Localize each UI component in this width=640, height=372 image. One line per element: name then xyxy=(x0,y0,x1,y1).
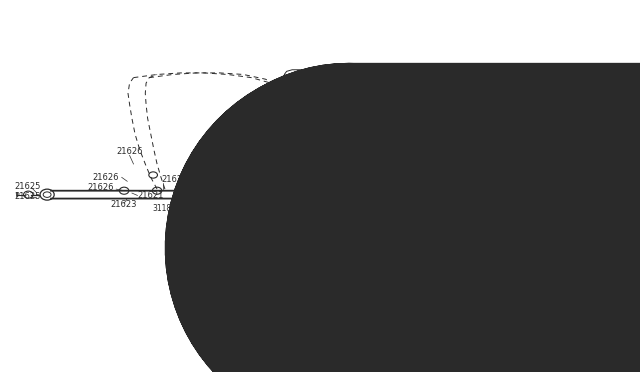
Text: 31020: 31020 xyxy=(385,76,411,85)
Text: 21623: 21623 xyxy=(110,201,136,209)
Text: 21625: 21625 xyxy=(14,182,40,190)
Text: (21631+A): (21631+A) xyxy=(355,239,394,246)
Text: 21626: 21626 xyxy=(116,147,143,156)
Text: SEC214: SEC214 xyxy=(355,230,384,239)
Text: ( 1): ( 1) xyxy=(264,160,276,167)
Text: 31181E: 31181E xyxy=(188,206,216,216)
Text: ( 1): ( 1) xyxy=(229,228,241,234)
Text: ( 1): ( 1) xyxy=(297,214,309,220)
Text: 21647: 21647 xyxy=(239,178,266,187)
Text: °08146-6122G: °08146-6122G xyxy=(294,189,346,195)
Text: 21647: 21647 xyxy=(190,175,216,184)
Text: 21647: 21647 xyxy=(221,177,248,186)
Text: 21626: 21626 xyxy=(161,175,188,184)
Text: ( 1): ( 1) xyxy=(294,196,307,203)
Text: 21625: 21625 xyxy=(14,192,40,202)
Text: B: B xyxy=(237,157,242,162)
Text: J31001XS: J31001XS xyxy=(416,317,457,326)
Text: 3102MP(REMAN): 3102MP(REMAN) xyxy=(376,84,440,93)
Text: 31181E: 31181E xyxy=(152,204,180,213)
Text: °08146-6122G: °08146-6122G xyxy=(264,153,316,158)
Text: B: B xyxy=(275,193,278,198)
Text: B: B xyxy=(205,224,209,229)
Text: °08146-6122G: °08146-6122G xyxy=(297,206,348,212)
Text: 21626: 21626 xyxy=(88,183,114,192)
Text: B: B xyxy=(279,210,284,215)
Text: SEC214: SEC214 xyxy=(355,244,384,253)
Text: 21647: 21647 xyxy=(248,212,274,221)
Text: FRONT: FRONT xyxy=(450,84,488,94)
Text: 21626: 21626 xyxy=(93,173,120,182)
Text: °08146-6122G: °08146-6122G xyxy=(229,220,281,226)
Text: (21631): (21631) xyxy=(355,253,383,259)
Text: 21621: 21621 xyxy=(138,191,164,200)
Text: 31181E: 31181E xyxy=(215,222,243,231)
